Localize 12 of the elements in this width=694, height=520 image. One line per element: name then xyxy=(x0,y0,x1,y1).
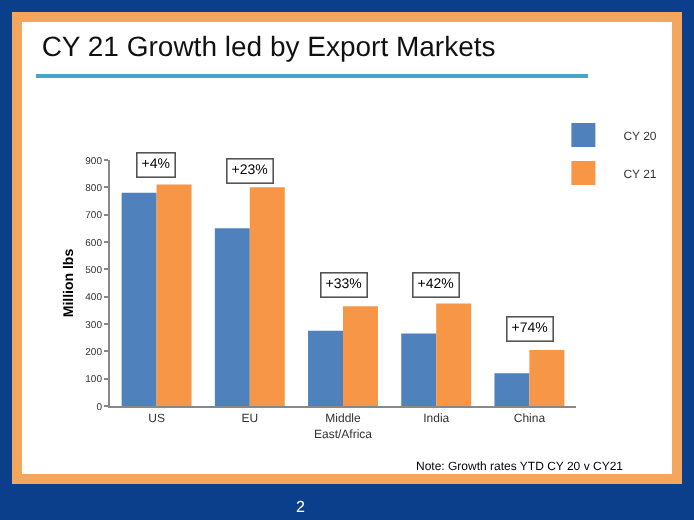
bar xyxy=(494,373,530,406)
bar xyxy=(121,192,157,406)
bar xyxy=(343,306,378,406)
bar xyxy=(214,228,250,406)
bar xyxy=(308,330,343,406)
chart-title: CY 21 Growth led by Export Markets xyxy=(41,30,496,62)
bar xyxy=(401,333,437,406)
bar xyxy=(156,184,192,406)
text: 2 xyxy=(296,498,306,516)
bar xyxy=(529,349,565,406)
bar xyxy=(249,187,285,406)
bar xyxy=(436,303,472,406)
